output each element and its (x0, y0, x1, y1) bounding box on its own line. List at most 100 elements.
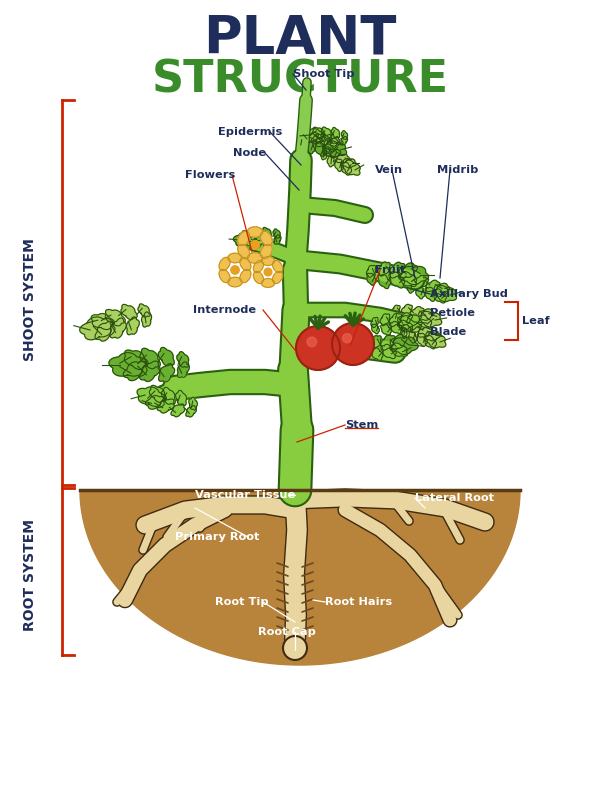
Polygon shape (418, 333, 427, 346)
Text: Vein: Vein (375, 165, 403, 175)
Text: Fruit: Fruit (375, 265, 405, 275)
Polygon shape (418, 311, 442, 327)
Circle shape (296, 326, 340, 370)
Polygon shape (331, 150, 341, 158)
Polygon shape (176, 390, 187, 406)
Polygon shape (242, 237, 256, 249)
Polygon shape (389, 313, 402, 326)
Polygon shape (157, 399, 174, 413)
Text: Root Hairs: Root Hairs (325, 597, 392, 607)
Polygon shape (158, 364, 175, 382)
Polygon shape (297, 138, 304, 148)
Polygon shape (389, 322, 403, 334)
Polygon shape (263, 237, 272, 248)
Text: STRUCTURE: STRUCTURE (151, 58, 449, 102)
Polygon shape (121, 305, 137, 319)
Polygon shape (401, 314, 410, 326)
Polygon shape (138, 304, 151, 317)
Ellipse shape (238, 231, 250, 246)
Text: Epidermis: Epidermis (218, 127, 282, 137)
Text: Vascular Tissue: Vascular Tissue (195, 490, 295, 500)
Polygon shape (418, 309, 434, 320)
Polygon shape (171, 404, 185, 417)
Polygon shape (371, 347, 383, 361)
Polygon shape (407, 282, 414, 293)
Polygon shape (367, 266, 376, 278)
Polygon shape (391, 311, 398, 322)
Polygon shape (145, 395, 165, 409)
Text: Flowers: Flowers (185, 170, 235, 180)
Polygon shape (321, 127, 332, 138)
Polygon shape (178, 362, 189, 378)
Polygon shape (425, 330, 440, 341)
Polygon shape (401, 327, 407, 337)
Polygon shape (433, 283, 449, 294)
Polygon shape (408, 277, 416, 286)
Polygon shape (417, 315, 431, 329)
Polygon shape (123, 362, 147, 381)
Polygon shape (359, 340, 368, 351)
Text: Axillary Bud: Axillary Bud (430, 289, 508, 299)
Polygon shape (321, 150, 326, 160)
Polygon shape (91, 314, 115, 330)
Polygon shape (341, 130, 347, 139)
Ellipse shape (219, 258, 230, 270)
Polygon shape (137, 387, 165, 406)
Polygon shape (331, 137, 340, 146)
Circle shape (231, 266, 239, 274)
Polygon shape (252, 236, 264, 248)
Polygon shape (322, 144, 337, 158)
Polygon shape (124, 350, 148, 370)
Polygon shape (315, 142, 326, 156)
Polygon shape (398, 315, 422, 330)
Polygon shape (367, 274, 376, 286)
Text: Lateral Root: Lateral Root (415, 493, 494, 503)
Polygon shape (417, 277, 428, 288)
Polygon shape (189, 398, 197, 410)
Polygon shape (177, 352, 188, 367)
Circle shape (250, 241, 260, 250)
Text: Petiole: Petiole (430, 308, 475, 318)
Polygon shape (400, 266, 428, 285)
Text: Root Cap: Root Cap (258, 627, 316, 637)
Polygon shape (389, 262, 405, 278)
Polygon shape (341, 160, 360, 175)
Polygon shape (110, 318, 126, 338)
Polygon shape (327, 156, 334, 167)
Polygon shape (391, 337, 418, 354)
Polygon shape (418, 327, 431, 337)
Polygon shape (378, 274, 391, 289)
Polygon shape (410, 323, 421, 333)
Polygon shape (360, 347, 370, 358)
Polygon shape (398, 313, 412, 326)
Polygon shape (433, 289, 446, 303)
Ellipse shape (240, 270, 251, 282)
Ellipse shape (272, 260, 283, 273)
Circle shape (307, 337, 317, 346)
Polygon shape (105, 310, 125, 326)
Polygon shape (371, 318, 378, 327)
Ellipse shape (272, 271, 283, 284)
Polygon shape (242, 230, 256, 242)
Polygon shape (80, 317, 113, 340)
Polygon shape (380, 314, 390, 326)
Polygon shape (323, 146, 331, 154)
Text: Blade: Blade (430, 327, 466, 337)
Circle shape (343, 334, 352, 342)
Polygon shape (127, 317, 139, 334)
Ellipse shape (253, 260, 263, 273)
Circle shape (332, 323, 374, 365)
Polygon shape (397, 320, 413, 332)
Polygon shape (142, 312, 152, 327)
Ellipse shape (262, 278, 275, 287)
Polygon shape (109, 353, 146, 376)
Polygon shape (409, 331, 417, 343)
Polygon shape (80, 490, 520, 665)
Polygon shape (320, 134, 332, 146)
Text: Node: Node (233, 148, 266, 158)
Ellipse shape (240, 258, 251, 270)
Polygon shape (341, 137, 347, 145)
Text: Primary Root: Primary Root (175, 532, 259, 542)
Ellipse shape (219, 270, 230, 282)
Polygon shape (402, 322, 410, 330)
